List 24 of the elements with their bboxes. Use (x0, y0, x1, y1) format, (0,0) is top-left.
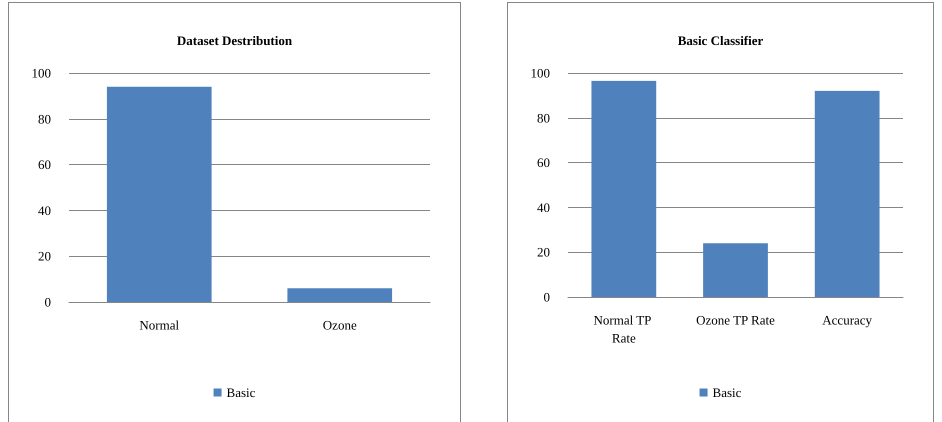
y-tick-label: 40 (537, 200, 550, 215)
y-tick-label: 40 (38, 202, 51, 218)
y-tick-label: 0 (44, 294, 51, 310)
y-tick-label: 60 (38, 157, 51, 172)
x-tick-label: Accuracy (822, 312, 873, 328)
bar (591, 80, 656, 297)
x-tick-label: Ozone TP Rate (696, 312, 776, 328)
legend-label: Basic (226, 385, 256, 400)
legend-label: Basic (712, 385, 742, 400)
x-tick-label: Normal TP Rate (593, 312, 654, 346)
y-tick-label: 80 (537, 110, 550, 126)
bar (703, 243, 768, 297)
y-tick-label: 80 (38, 111, 51, 126)
y-tick-label: 100 (32, 66, 51, 80)
chart-title: Dataset Destribution (176, 33, 293, 48)
chart-title: Basic Classifier (678, 33, 764, 48)
y-tick-label: 60 (537, 155, 550, 170)
x-tick-label: Normal (139, 318, 180, 332)
y-tick-label: 20 (38, 248, 51, 264)
y-tick-label: 100 (530, 66, 550, 80)
x-tick-label: Ozone (322, 318, 357, 332)
y-tick-label: 20 (537, 244, 550, 260)
y-tick-label: 0 (544, 290, 550, 304)
bar (814, 90, 880, 297)
